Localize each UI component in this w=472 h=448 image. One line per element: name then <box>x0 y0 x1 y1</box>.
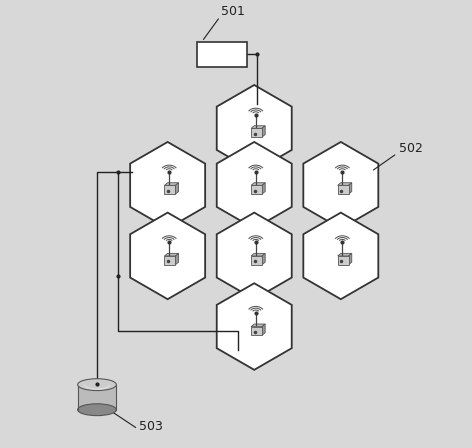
Polygon shape <box>348 183 352 194</box>
Bar <box>251 185 262 194</box>
Polygon shape <box>251 324 265 327</box>
Polygon shape <box>303 142 379 228</box>
Polygon shape <box>130 142 205 228</box>
Polygon shape <box>217 142 292 228</box>
Text: 501: 501 <box>221 5 245 18</box>
Polygon shape <box>251 126 265 129</box>
Bar <box>251 256 262 265</box>
Polygon shape <box>262 254 265 265</box>
Polygon shape <box>348 254 352 265</box>
Text: 503: 503 <box>139 420 163 433</box>
Polygon shape <box>262 183 265 194</box>
Polygon shape <box>251 183 265 185</box>
Polygon shape <box>217 283 292 370</box>
Bar <box>251 129 262 137</box>
Ellipse shape <box>77 379 117 391</box>
Bar <box>164 185 176 194</box>
Ellipse shape <box>77 404 117 416</box>
Polygon shape <box>217 85 292 172</box>
Bar <box>337 185 348 194</box>
Polygon shape <box>176 254 178 265</box>
Polygon shape <box>262 324 265 336</box>
Polygon shape <box>130 213 205 299</box>
Bar <box>337 256 348 265</box>
Polygon shape <box>303 213 379 299</box>
Bar <box>251 327 262 336</box>
Polygon shape <box>337 183 352 185</box>
Polygon shape <box>217 213 292 299</box>
Bar <box>164 256 176 265</box>
Text: 502: 502 <box>399 142 423 155</box>
Polygon shape <box>77 385 117 410</box>
Polygon shape <box>337 254 352 256</box>
Polygon shape <box>164 254 178 256</box>
Polygon shape <box>164 183 178 185</box>
Polygon shape <box>176 183 178 194</box>
Polygon shape <box>262 126 265 137</box>
Bar <box>197 42 247 67</box>
Polygon shape <box>251 254 265 256</box>
